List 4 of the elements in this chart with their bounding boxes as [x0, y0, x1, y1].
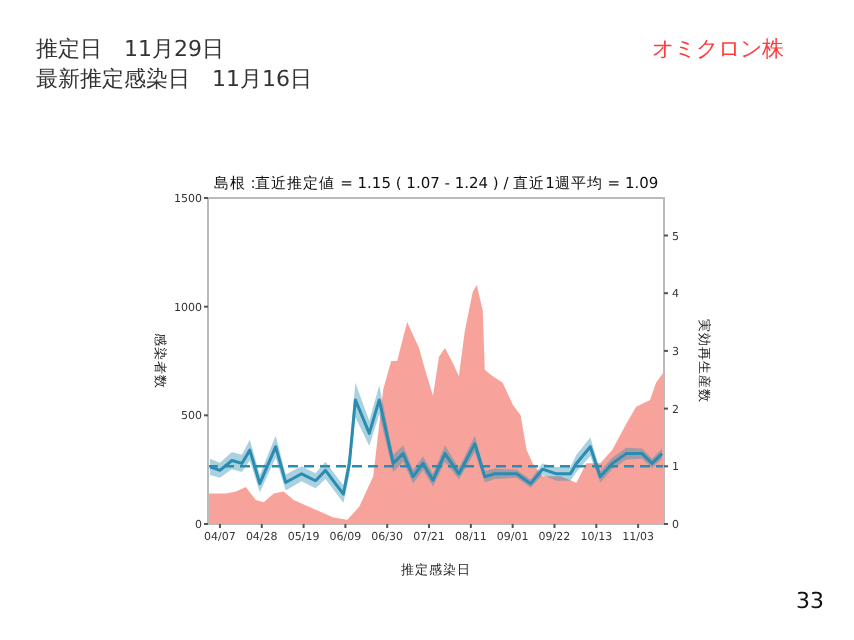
text: オミクロン株: [652, 36, 784, 62]
text: 最新推定感染日 11月16日: [36, 66, 312, 92]
text: 推定日 11月29日: [36, 36, 224, 62]
text: 33: [796, 588, 824, 614]
